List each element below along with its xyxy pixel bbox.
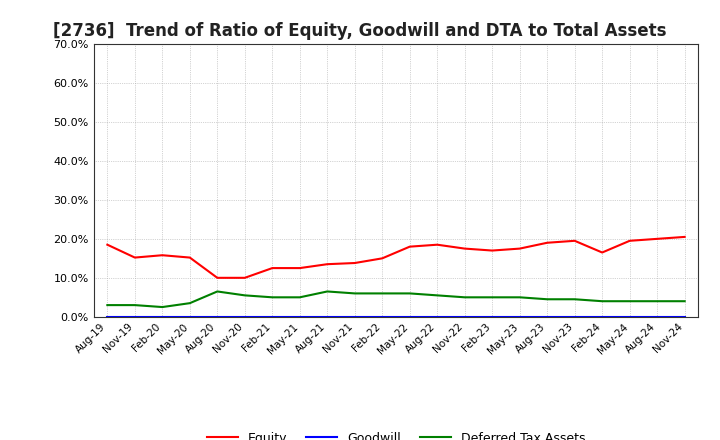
Equity <box>460 246 469 251</box>
Deferred Tax Assets <box>186 301 194 306</box>
Goodwill <box>680 314 689 319</box>
Line: Deferred Tax Assets: Deferred Tax Assets <box>107 291 685 307</box>
Equity <box>626 238 634 243</box>
Deferred Tax Assets <box>543 297 552 302</box>
Goodwill <box>130 314 139 319</box>
Goodwill <box>460 314 469 319</box>
Goodwill <box>626 314 634 319</box>
Deferred Tax Assets <box>598 299 606 304</box>
Goodwill <box>323 314 332 319</box>
Equity <box>323 261 332 267</box>
Deferred Tax Assets <box>680 299 689 304</box>
Deferred Tax Assets <box>378 291 387 296</box>
Equity <box>488 248 497 253</box>
Equity <box>295 265 304 271</box>
Goodwill <box>351 314 359 319</box>
Goodwill <box>378 314 387 319</box>
Deferred Tax Assets <box>158 304 166 310</box>
Goodwill <box>213 314 222 319</box>
Equity <box>405 244 414 249</box>
Deferred Tax Assets <box>323 289 332 294</box>
Goodwill <box>158 314 166 319</box>
Equity <box>543 240 552 246</box>
Goodwill <box>516 314 524 319</box>
Equity <box>516 246 524 251</box>
Equity <box>158 253 166 258</box>
Deferred Tax Assets <box>130 302 139 308</box>
Equity <box>433 242 441 247</box>
Deferred Tax Assets <box>626 299 634 304</box>
Equity <box>240 275 249 280</box>
Deferred Tax Assets <box>516 295 524 300</box>
Deferred Tax Assets <box>460 295 469 300</box>
Deferred Tax Assets <box>295 295 304 300</box>
Line: Equity: Equity <box>107 237 685 278</box>
Equity <box>268 265 276 271</box>
Goodwill <box>433 314 441 319</box>
Goodwill <box>405 314 414 319</box>
Goodwill <box>240 314 249 319</box>
Deferred Tax Assets <box>570 297 579 302</box>
Goodwill <box>598 314 606 319</box>
Goodwill <box>570 314 579 319</box>
Equity <box>570 238 579 243</box>
Text: [2736]  Trend of Ratio of Equity, Goodwill and DTA to Total Assets: [2736] Trend of Ratio of Equity, Goodwil… <box>53 22 667 40</box>
Deferred Tax Assets <box>213 289 222 294</box>
Deferred Tax Assets <box>433 293 441 298</box>
Goodwill <box>186 314 194 319</box>
Goodwill <box>488 314 497 319</box>
Deferred Tax Assets <box>103 302 112 308</box>
Equity <box>186 255 194 260</box>
Equity <box>653 236 662 242</box>
Deferred Tax Assets <box>488 295 497 300</box>
Deferred Tax Assets <box>653 299 662 304</box>
Goodwill <box>268 314 276 319</box>
Deferred Tax Assets <box>351 291 359 296</box>
Equity <box>351 260 359 266</box>
Goodwill <box>295 314 304 319</box>
Deferred Tax Assets <box>405 291 414 296</box>
Goodwill <box>543 314 552 319</box>
Legend: Equity, Goodwill, Deferred Tax Assets: Equity, Goodwill, Deferred Tax Assets <box>202 427 590 440</box>
Goodwill <box>653 314 662 319</box>
Equity <box>598 250 606 255</box>
Equity <box>378 256 387 261</box>
Equity <box>103 242 112 247</box>
Deferred Tax Assets <box>240 293 249 298</box>
Goodwill <box>103 314 112 319</box>
Deferred Tax Assets <box>268 295 276 300</box>
Equity <box>213 275 222 280</box>
Equity <box>680 234 689 239</box>
Equity <box>130 255 139 260</box>
